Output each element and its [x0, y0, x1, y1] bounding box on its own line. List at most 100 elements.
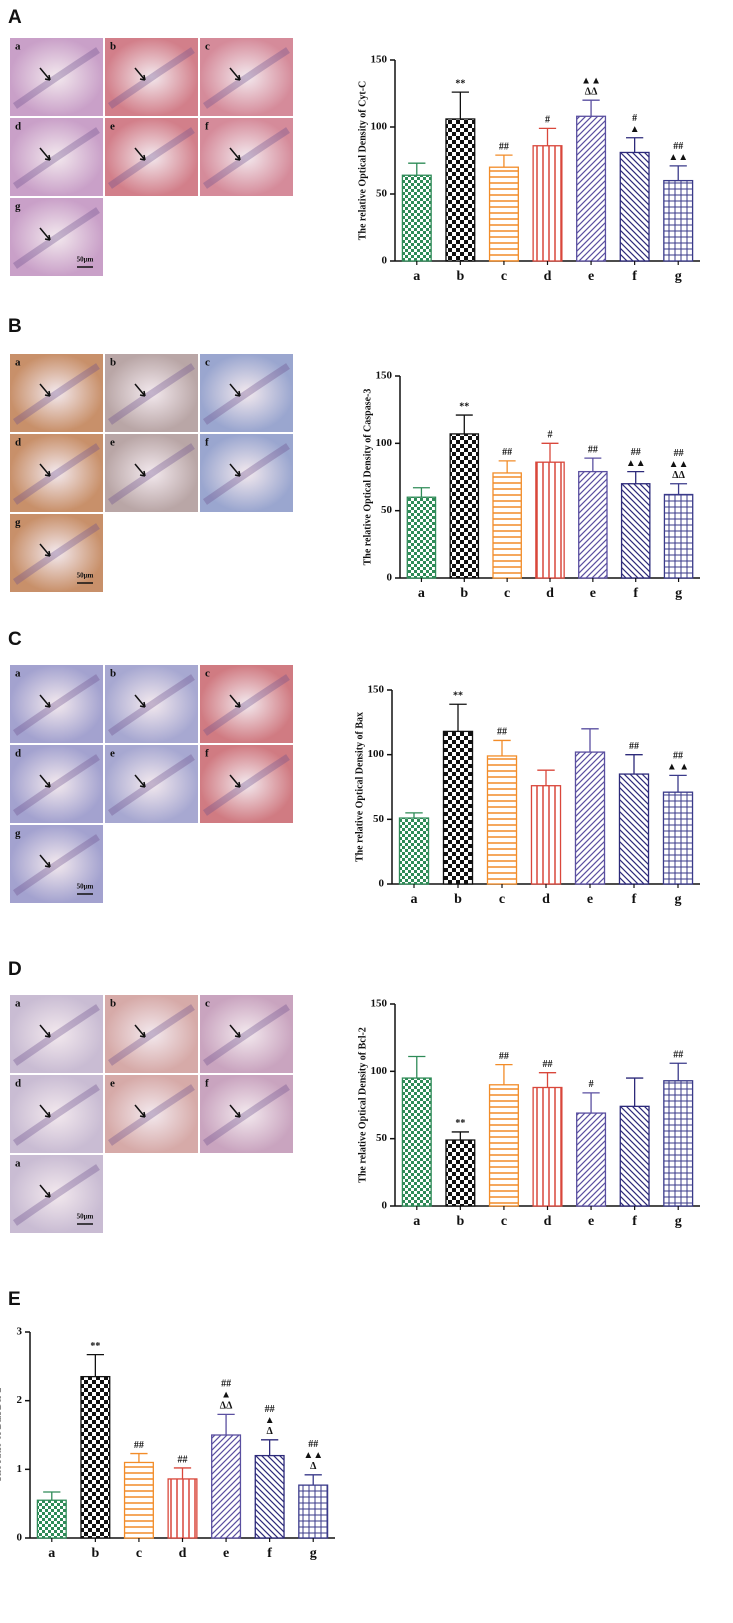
y-tick-label: 100 [376, 437, 393, 449]
micrograph-label: a [15, 41, 21, 53]
micrograph-label: c [205, 41, 210, 53]
bar [532, 145, 563, 262]
cell-band [107, 754, 195, 816]
micrograph-label: d [15, 437, 21, 449]
significance-mark: ## [673, 1050, 683, 1061]
cell-band [107, 363, 195, 425]
bar [574, 751, 606, 885]
arrow [134, 147, 146, 161]
significance-mark: ## [178, 1454, 188, 1465]
arrow [229, 1104, 241, 1118]
bar [492, 472, 522, 579]
micrograph-label: e [110, 121, 115, 133]
bar [401, 174, 432, 262]
significance-mark: ## [543, 1059, 553, 1070]
micrograph-label: c [205, 668, 210, 680]
arrow [39, 694, 51, 708]
significance-mark: ## [134, 1440, 144, 1451]
micrograph-label: b [110, 998, 116, 1010]
cell-band [12, 443, 100, 505]
y-tick-label: 0 [17, 1532, 23, 1544]
significance-mark: ▲▲ [669, 459, 689, 470]
micrograph-label: d [15, 748, 21, 760]
y-tick-label: 3 [17, 1326, 23, 1338]
micrograph [200, 118, 293, 196]
cell-band [202, 674, 290, 736]
significance-mark: Δ [310, 1461, 317, 1472]
bar [449, 433, 480, 579]
micrograph-label: g [15, 828, 21, 840]
bar [488, 1084, 519, 1207]
y-axis-label: The ratio of Bax/Bcl-2 [0, 1388, 3, 1483]
cell-band [12, 1164, 100, 1226]
micrograph-panel: a b c d e f g 50μm [10, 665, 293, 903]
cell-band [202, 1004, 290, 1066]
micrograph-label: e [110, 1078, 115, 1090]
micrograph [105, 354, 198, 432]
arrow [39, 543, 51, 557]
micrograph [105, 995, 198, 1073]
x-tick-label: d [546, 586, 554, 601]
significance-mark: ▲▲ [581, 75, 601, 86]
micrograph [10, 354, 103, 432]
cell-band [202, 47, 290, 109]
micrograph [10, 434, 103, 512]
significance-mark: # [632, 113, 637, 124]
bar [619, 151, 650, 262]
significance-mark: ▲▲ [626, 458, 646, 469]
bar [576, 1112, 607, 1207]
cell-band [107, 443, 195, 505]
significance-mark: ▲ [630, 124, 640, 135]
x-tick-label: e [588, 269, 594, 284]
bar [535, 461, 565, 579]
x-tick-label: f [632, 1214, 637, 1229]
x-tick-label: f [632, 269, 637, 284]
x-tick-label: c [501, 1214, 507, 1229]
micrograph [200, 38, 293, 116]
y-tick-label: 150 [376, 370, 393, 382]
micrograph [10, 665, 103, 743]
significance-mark: # [548, 430, 553, 441]
micrograph-panel: a b c d e f g 50μm [10, 38, 293, 276]
arrow [134, 1104, 146, 1118]
micrograph [105, 1075, 198, 1153]
arrow [229, 463, 241, 477]
arrow [229, 694, 241, 708]
scale-label: 50μm [77, 1213, 94, 1221]
y-axis-label: The relative Optical Density of Bax [354, 712, 365, 862]
significance-mark: ▲▲ [668, 152, 688, 163]
x-tick-label: a [411, 892, 418, 907]
micrograph-label: g [15, 201, 21, 213]
micrograph-label: e [110, 748, 115, 760]
cell-band [12, 754, 100, 816]
x-tick-label: a [418, 586, 425, 601]
bar [254, 1454, 285, 1539]
bar [663, 179, 694, 262]
micrograph-label: c [205, 357, 210, 369]
significance-mark: ## [502, 447, 512, 458]
cell-band [12, 47, 100, 109]
x-tick-label: c [136, 1546, 142, 1561]
y-tick-label: 2 [17, 1394, 23, 1406]
bar [486, 755, 518, 885]
bar [619, 1105, 650, 1207]
arrow [134, 67, 146, 81]
bar [532, 1086, 563, 1207]
micrograph-label: d [15, 1078, 21, 1090]
arrow [134, 1024, 146, 1038]
micrograph-label: a [15, 998, 21, 1010]
y-axis-label: The relative Optical Density of Caspase-… [362, 389, 373, 566]
significance-mark: ▲ [221, 1390, 231, 1401]
micrograph [105, 118, 198, 196]
bar [663, 493, 694, 579]
micrograph-label: e [110, 437, 115, 449]
bar [445, 1139, 476, 1207]
cell-band [12, 674, 100, 736]
micrograph [200, 434, 293, 512]
x-tick-label: e [590, 586, 596, 601]
micrograph-label: b [110, 668, 116, 680]
y-axis-label: The relative Optical Density of Cyt-C [357, 81, 368, 241]
bar [620, 483, 651, 579]
